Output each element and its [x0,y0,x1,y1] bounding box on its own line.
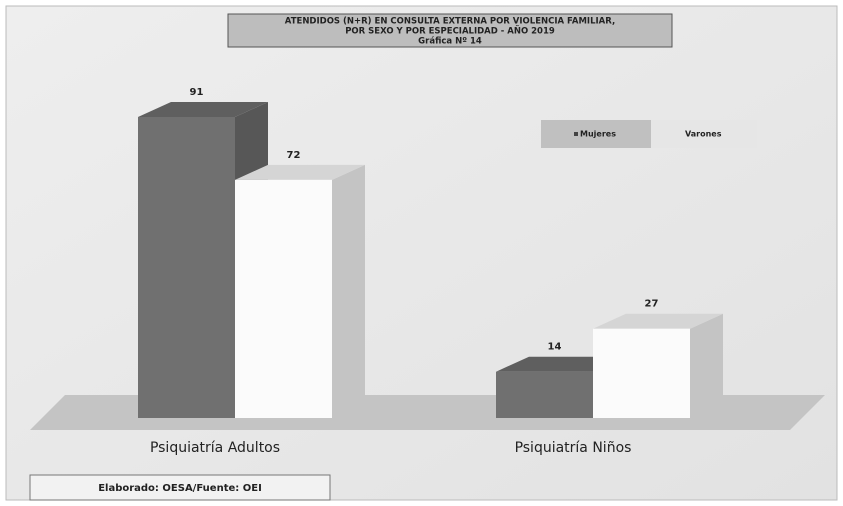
legend-shade [541,120,651,148]
x-tick-label: Psiquiatría Adultos [150,440,280,456]
legend-label: Varones [685,130,722,139]
bar-top [138,102,268,117]
legend-swatch [574,132,578,136]
bar [496,371,593,418]
chart-title: ATENDIDOS (N+R) EN CONSULTA EXTERNA POR … [285,17,615,27]
title-box [227,13,673,48]
x-tick-label: Psiquiatría Niños [515,440,632,456]
value-label: 72 [287,150,301,161]
bar [593,328,690,418]
bar [138,117,235,418]
chart-title: POR SEXO Y POR ESPECIALIDAD - AÑO 2019 [345,26,555,37]
chart-subtitle: Gráfica Nº 14 [418,37,482,47]
legend-label: Mujeres [580,130,616,139]
source: Elaborado: OESA/Fuente: OEI [98,483,262,494]
value-label: 91 [190,87,204,98]
bar-top [593,313,723,329]
bar-top [235,164,365,180]
bar-side [332,164,365,418]
value-label: 14 [548,342,562,353]
value-label: 27 [645,299,659,310]
bar [235,179,332,418]
source-box [29,474,331,501]
bar-side [690,313,723,418]
